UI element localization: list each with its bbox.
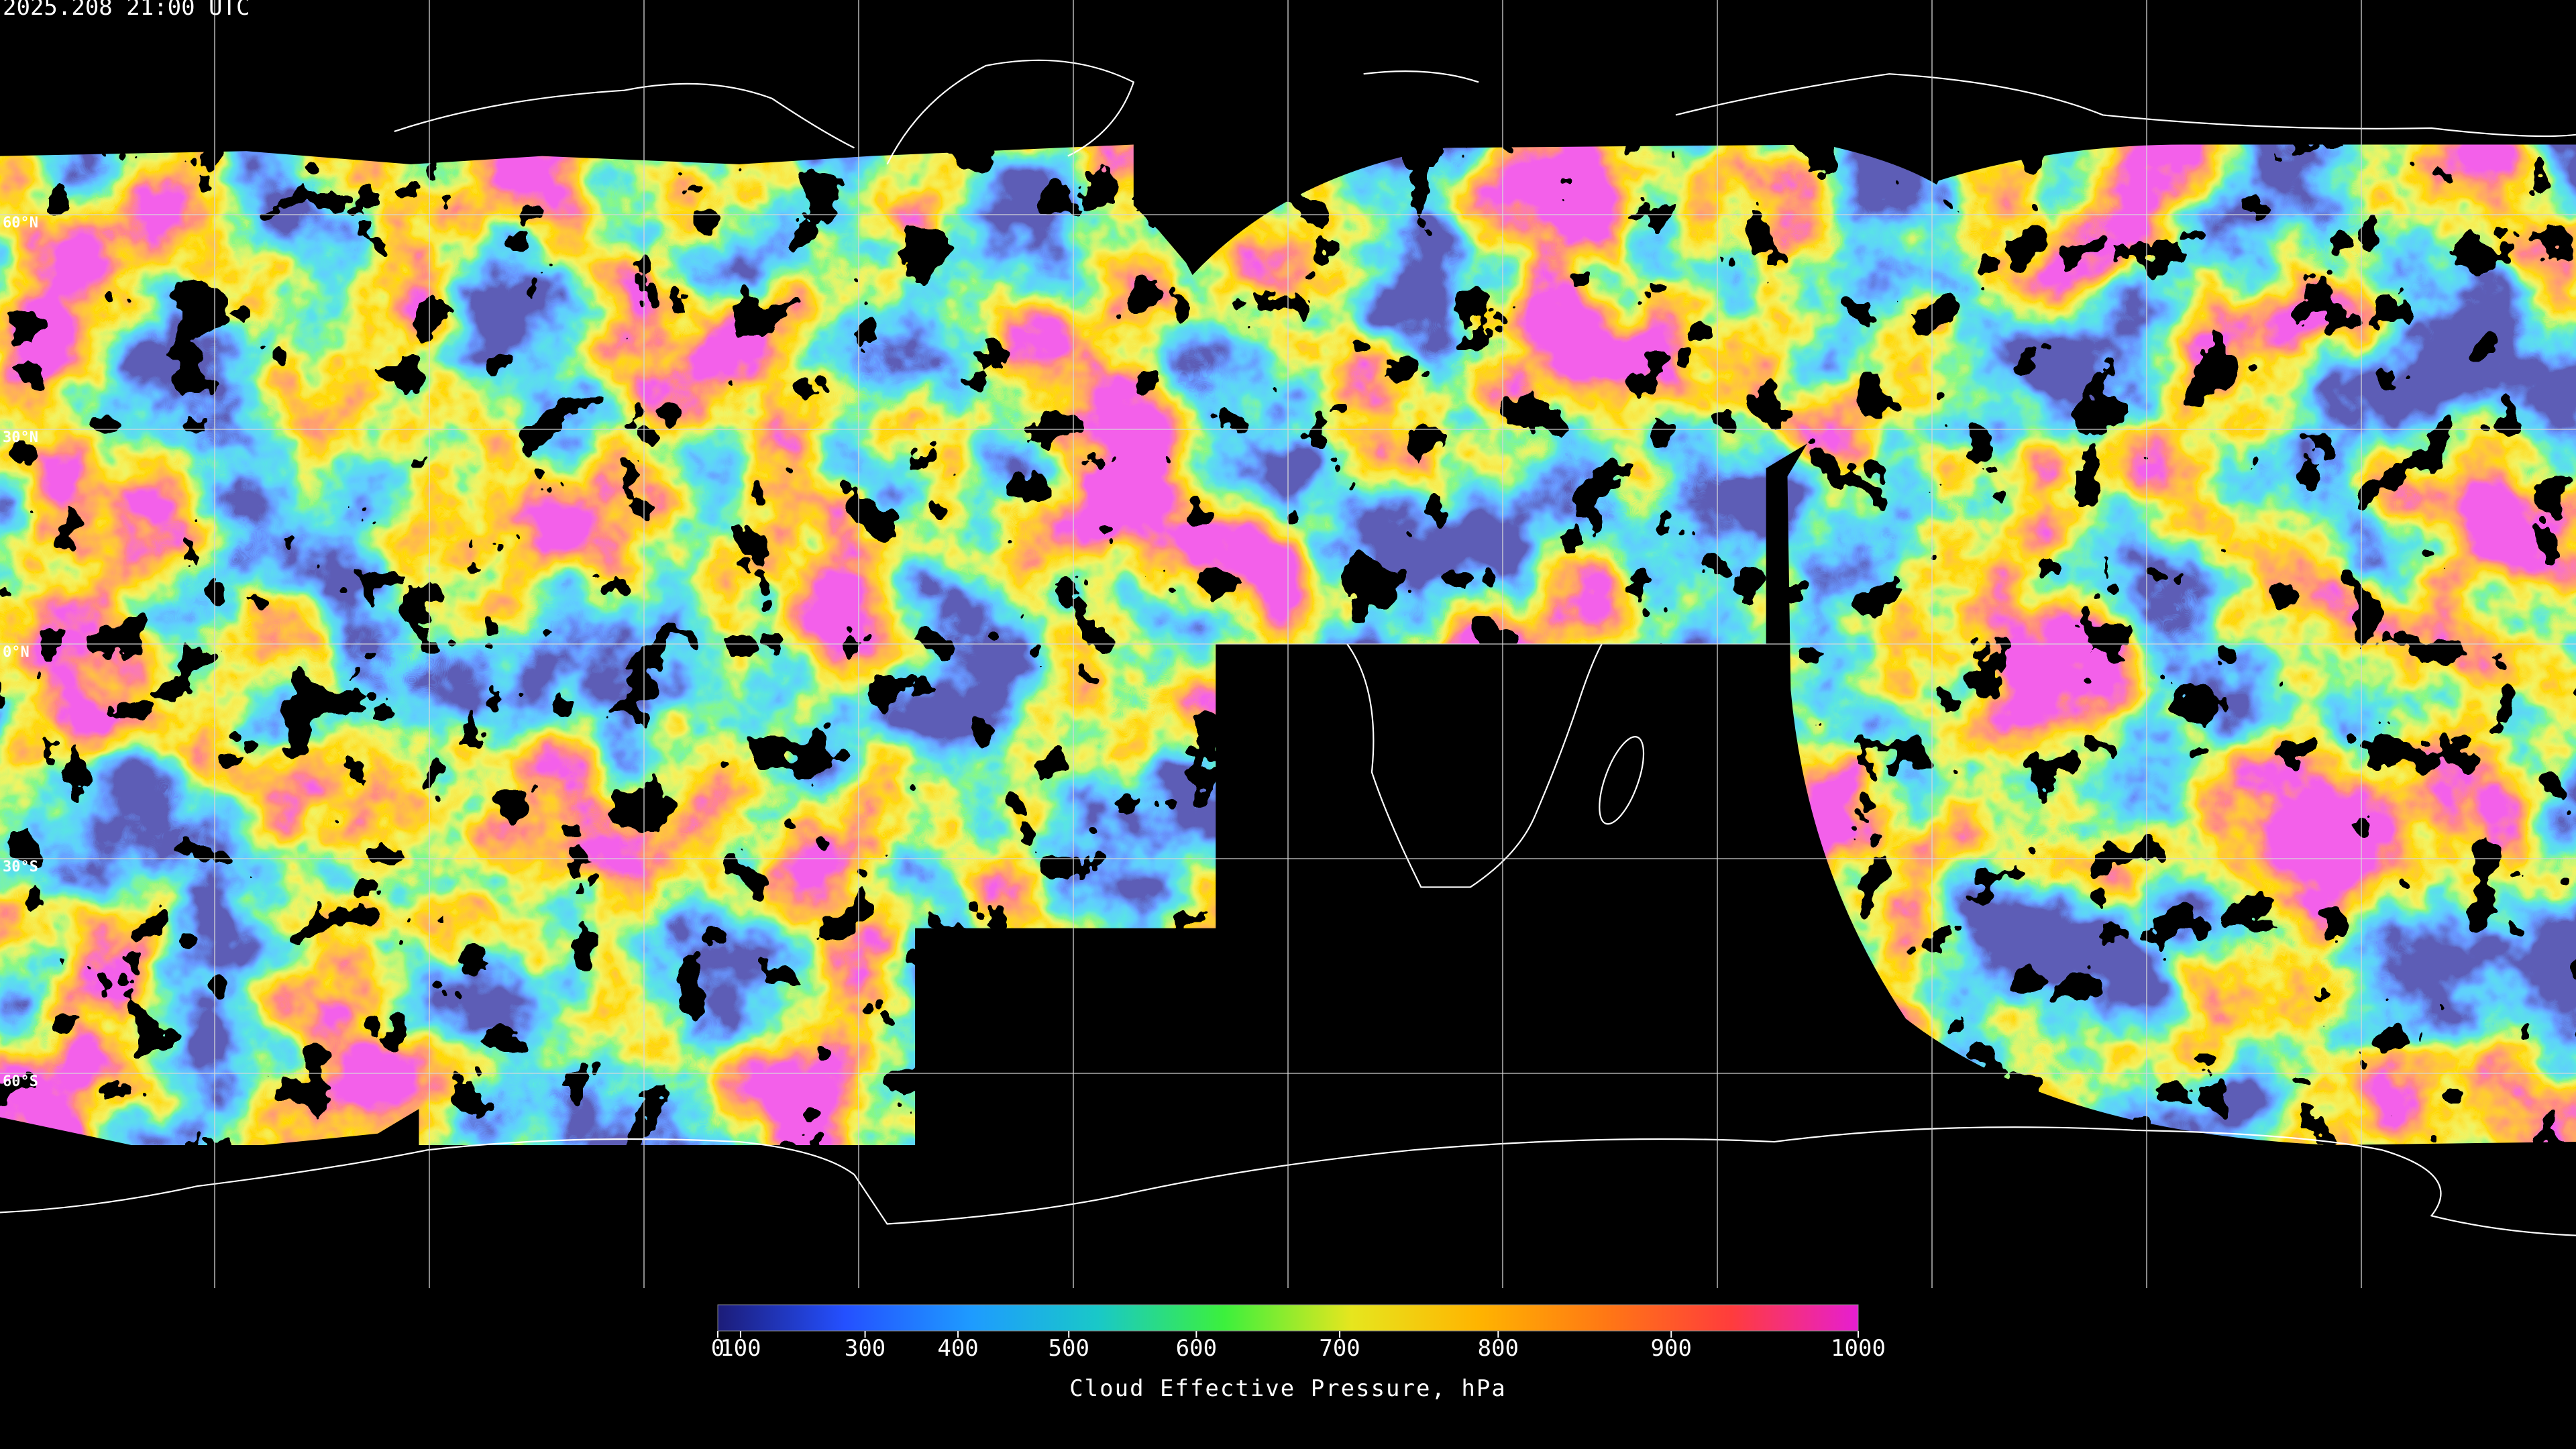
colorbar-tick-label: 700 <box>1319 1335 1360 1362</box>
colorbar-tick-label: 100 <box>720 1335 761 1362</box>
colorbar-tick-label: 800 <box>1478 1335 1519 1362</box>
lat-label: 30°S <box>3 859 38 875</box>
colorbar-tick-label: 900 <box>1651 1335 1692 1362</box>
colorbar-tick-label: 500 <box>1049 1335 1089 1362</box>
coastline <box>1346 643 1603 888</box>
colorbar-tick-label: 0 <box>711 1335 724 1362</box>
colorbar-tick-label: 1000 <box>1831 1335 1886 1362</box>
lat-label: 60°N <box>3 215 38 231</box>
colorbar-tick-label: 600 <box>1176 1335 1217 1362</box>
coastline <box>0 1126 2576 1236</box>
colorbar-tick-label: 400 <box>937 1335 978 1362</box>
coastlines <box>0 59 2576 1236</box>
timestamp: 2025.208 21:00 UTC <box>3 0 250 21</box>
colorbar-tick-label: 300 <box>845 1335 885 1362</box>
lat-label: 30°N <box>3 429 38 446</box>
lat-label: 60°S <box>3 1073 38 1090</box>
coastline <box>394 59 2576 165</box>
colorbar-label: Cloud Effective Pressure, hPa <box>1069 1375 1507 1402</box>
lat-label: 0°N <box>3 644 30 661</box>
colorbar <box>717 1304 1859 1332</box>
coastline <box>1599 736 1645 825</box>
graticule: 60°N 30°N 0°N 30°S 60°S <box>0 0 2576 1288</box>
